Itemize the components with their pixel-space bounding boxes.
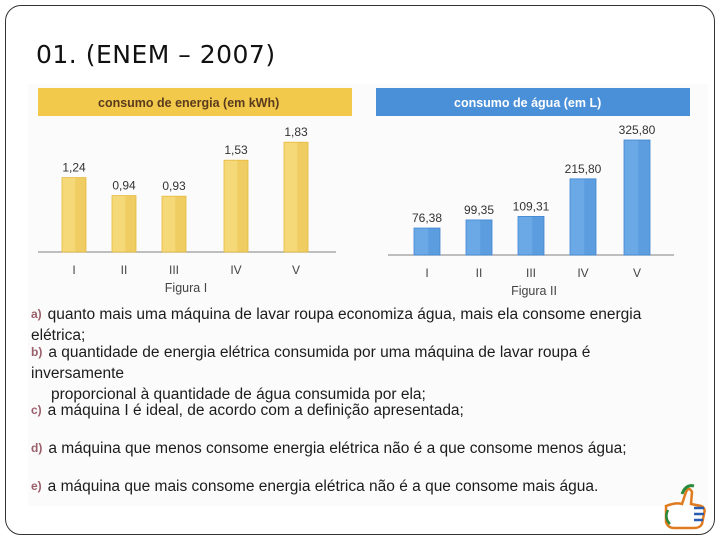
category-label: V (633, 266, 641, 280)
option-letter: a) (31, 307, 42, 321)
chart-header (38, 88, 352, 116)
option-text-continued: proporcional à quantidade de água consum… (51, 386, 426, 403)
bar-value-label: 325,80 (619, 123, 656, 137)
option-letter: e) (31, 479, 42, 493)
category-label: IV (577, 266, 588, 280)
category-label: II (121, 263, 128, 277)
bar (161, 195, 187, 253)
charts-area: consumo de energia (em kWh) 1,24 I 0,94 II 0,… (38, 88, 690, 298)
bar-value-label: 109,31 (513, 199, 550, 213)
bar-shade (428, 228, 440, 255)
option-text: a máquina que mais consome energia elétr… (47, 478, 599, 495)
thumbs-up-logo-icon (664, 484, 706, 530)
bar-value-label: 0,94 (112, 179, 136, 193)
option-text: a quantidade de energia elétrica consumi… (31, 344, 591, 382)
bar (569, 178, 597, 256)
slide-title: 01. (ENEM – 2007) (36, 40, 276, 69)
option-letter: c) (31, 403, 42, 417)
bar (517, 216, 545, 256)
option-c[interactable]: c) a máquina I é ideal, de acordo com a d… (31, 400, 464, 421)
category-label: V (292, 263, 300, 277)
bar-shade (237, 160, 248, 252)
option-text: a máquina I é ideal, de acordo com a def… (47, 402, 464, 419)
bar-shade (584, 178, 596, 255)
bar-shade (175, 196, 186, 252)
figure-caption: Figura I (165, 281, 207, 295)
chart-title: consumo de energia (em kWh) (98, 96, 279, 110)
option-d[interactable]: d) a máquina que menos consome energia el… (31, 438, 627, 459)
category-label: III (526, 266, 536, 280)
bar-value-label: 1,24 (62, 161, 86, 175)
category-label: II (476, 266, 483, 280)
bar-value-label: 1,83 (284, 125, 308, 139)
bar-value-label: 215,80 (565, 162, 602, 176)
option-text: quanto mais uma máquina de lavar roupa e… (31, 306, 642, 344)
chart-title: consumo de água (em L) (454, 96, 601, 110)
bar-value-label: 76,38 (412, 211, 442, 225)
bar (283, 141, 309, 253)
category-label: IV (230, 263, 241, 277)
option-text: a máquina que menos consome energia elét… (48, 440, 627, 457)
bar (223, 159, 249, 253)
question-scan: consumo de energia (em kWh) 1,24 I 0,94 II 0,… (28, 84, 708, 506)
option-a[interactable]: a) quanto mais uma máquina de lavar roupa… (31, 304, 681, 346)
category-label: III (169, 263, 179, 277)
bar-value-label: 1,53 (224, 143, 248, 157)
bar (111, 195, 137, 253)
option-b[interactable]: b) a quantidade de energia elétrica consu… (31, 342, 681, 405)
bar (465, 219, 493, 256)
bar-shade (638, 140, 650, 255)
option-letter: b) (31, 345, 43, 359)
bar (61, 177, 87, 253)
chart-header (376, 88, 690, 116)
bar (413, 227, 441, 256)
bar-shade (532, 216, 544, 255)
bar (623, 139, 651, 256)
slide: 01. (ENEM – 2007) consumo de energia (em… (5, 5, 715, 535)
bar-shade (480, 219, 492, 255)
bar-value-label: 99,35 (464, 203, 494, 217)
figure-caption: Figura II (511, 284, 557, 298)
category-label: I (425, 266, 428, 280)
option-e[interactable]: e) a máquina que mais consome energia elé… (31, 476, 598, 497)
bar-shade (75, 177, 86, 252)
bar-shade (125, 195, 136, 252)
category-label: I (72, 263, 75, 277)
bar-value-label: 0,93 (162, 179, 186, 193)
option-letter: d) (31, 441, 43, 455)
bar-shade (297, 142, 308, 252)
